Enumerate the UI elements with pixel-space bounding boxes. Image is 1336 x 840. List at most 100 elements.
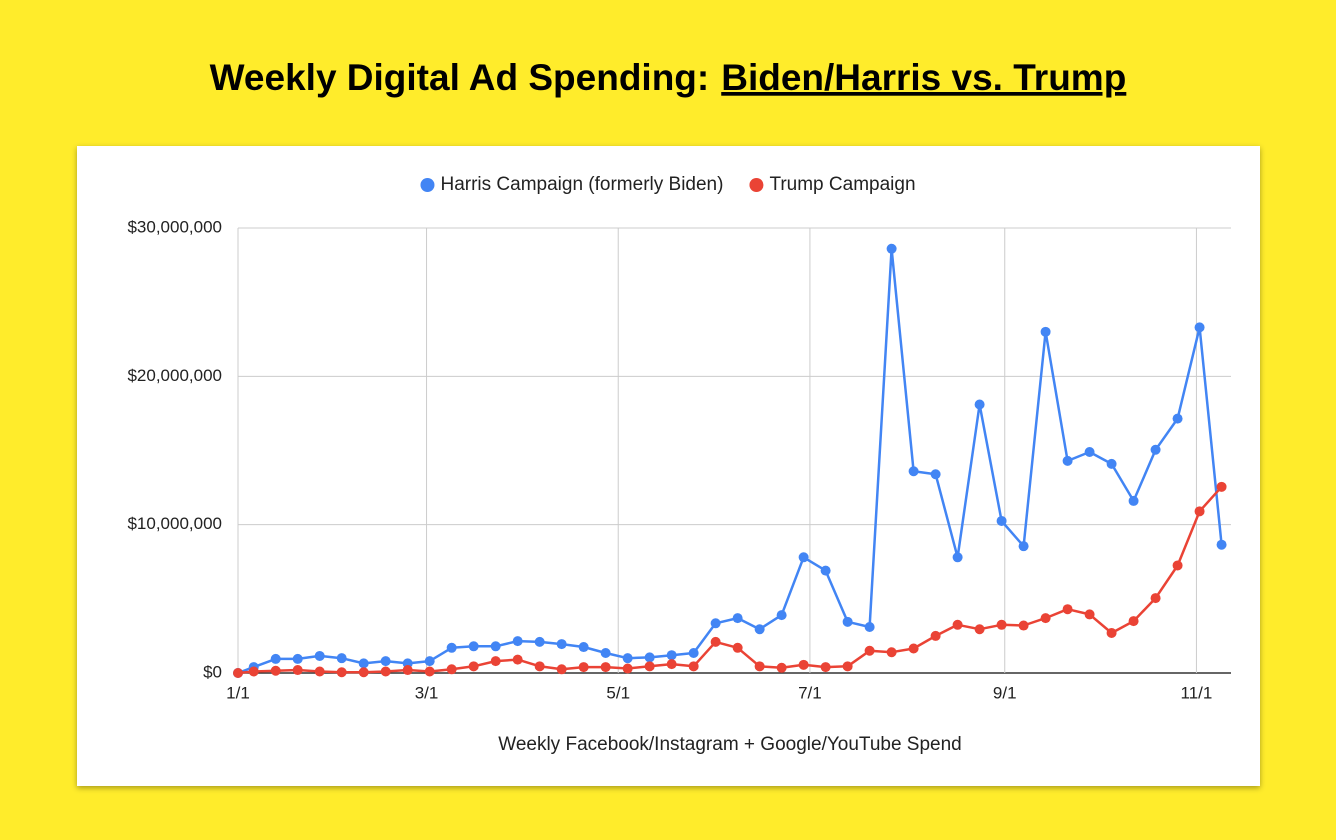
x-tick-label: 1/1 (226, 683, 250, 702)
data-point (754, 624, 765, 635)
data-point (1150, 593, 1161, 604)
data-point (1150, 444, 1161, 455)
data-point (622, 653, 633, 664)
data-point (908, 643, 919, 654)
data-point (974, 399, 985, 410)
data-point (336, 653, 347, 664)
data-point (314, 650, 325, 661)
data-point (732, 613, 743, 624)
data-point (644, 652, 655, 663)
legend-marker (420, 178, 435, 192)
data-point (1128, 616, 1139, 627)
data-point (600, 647, 611, 658)
data-point (233, 668, 243, 678)
y-tick-label: $10,000,000 (127, 514, 222, 533)
data-point (688, 647, 699, 658)
data-point (336, 667, 347, 678)
data-point (974, 624, 985, 635)
data-point (644, 661, 655, 672)
data-point (556, 639, 567, 650)
x-tick-label: 9/1 (993, 683, 1017, 702)
data-point (1084, 446, 1095, 457)
legend-label: Harris Campaign (formerly Biden) (440, 174, 723, 195)
data-point (424, 666, 435, 677)
data-point (1040, 326, 1051, 337)
legend-label: Trump Campaign (769, 174, 915, 195)
legend-marker (749, 178, 764, 192)
title-emphasis: Biden/Harris vs. Trump (721, 57, 1126, 98)
data-point (1018, 620, 1029, 631)
data-point (864, 622, 875, 633)
x-tick-label: 3/1 (415, 683, 439, 702)
title-main: Weekly Digital Ad Spending: (210, 57, 710, 98)
data-point (710, 618, 721, 629)
data-point (1172, 413, 1183, 424)
data-point (512, 636, 523, 647)
data-point (996, 619, 1007, 630)
data-point (1018, 541, 1029, 552)
y-tick-label: $0 (203, 662, 222, 681)
data-point (446, 642, 457, 653)
data-point (952, 552, 963, 563)
data-point (864, 645, 875, 656)
data-point (490, 656, 501, 667)
data-point (468, 661, 479, 672)
x-tick-label: 7/1 (798, 683, 822, 702)
data-point (270, 653, 281, 664)
data-point (314, 666, 325, 677)
data-point (930, 630, 941, 641)
data-point (578, 662, 589, 673)
x-axis-title: Weekly Facebook/Instagram + Google/YouTu… (498, 734, 962, 755)
data-point (600, 662, 611, 673)
data-point (886, 647, 897, 658)
data-point (908, 466, 919, 477)
data-point (732, 642, 743, 653)
chart-title: Weekly Digital Ad Spending: Biden/Harris … (210, 57, 1127, 98)
data-point (1216, 481, 1227, 492)
data-point (248, 666, 259, 677)
data-point (1106, 627, 1117, 638)
data-point (886, 243, 897, 254)
data-point (1062, 455, 1073, 466)
data-point (688, 661, 699, 672)
x-tick-label: 11/1 (1181, 683, 1213, 702)
data-point (820, 565, 831, 576)
data-point (292, 665, 303, 676)
data-point (1062, 604, 1073, 615)
data-point (380, 666, 391, 677)
data-point (1106, 458, 1117, 469)
data-point (358, 658, 369, 669)
data-point (446, 664, 457, 675)
data-point (842, 616, 853, 627)
data-point (1084, 609, 1095, 620)
data-point (1194, 506, 1205, 517)
data-point (270, 665, 281, 676)
data-point (820, 662, 831, 673)
y-tick-label: $30,000,000 (127, 217, 222, 236)
x-tick-label: 5/1 (606, 683, 630, 702)
data-point (710, 636, 721, 647)
series-line (237, 485, 1223, 675)
data-point (358, 667, 369, 678)
data-point (754, 661, 765, 672)
data-point (424, 656, 435, 667)
data-point (534, 661, 545, 672)
data-point (798, 552, 809, 563)
series-line (237, 247, 1223, 675)
data-point (996, 515, 1007, 526)
data-point (512, 654, 523, 665)
data-point (1128, 495, 1139, 506)
data-point (842, 661, 853, 672)
data-point (666, 659, 677, 670)
data-point (1216, 539, 1227, 550)
data-point (1040, 613, 1051, 624)
data-point (468, 641, 479, 652)
data-point (1194, 322, 1205, 333)
data-point (490, 641, 501, 652)
data-point (292, 653, 303, 664)
data-point (380, 656, 391, 667)
data-point (952, 619, 963, 630)
data-point (402, 665, 413, 676)
